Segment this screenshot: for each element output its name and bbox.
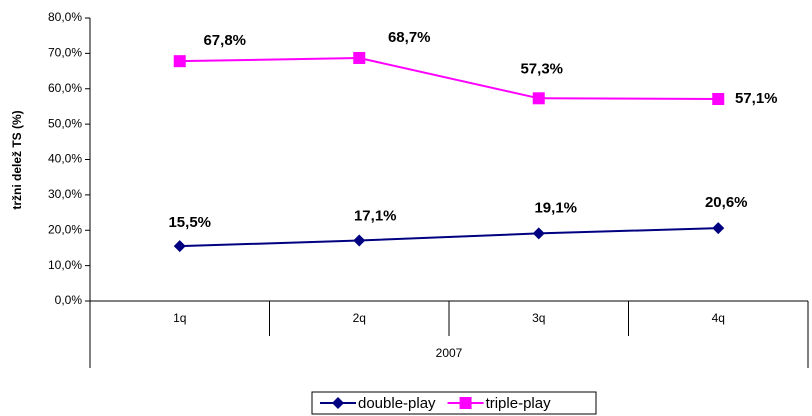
value-label: 68,7%: [388, 29, 431, 46]
marker: [712, 222, 725, 235]
marker: [353, 51, 366, 64]
x-tick-label: 4q: [712, 311, 725, 325]
y-tick-label: 70,0%: [48, 46, 82, 60]
series-line: [179, 227, 719, 248]
value-label: 67,8%: [203, 32, 246, 49]
value-label: 57,3%: [520, 60, 563, 77]
y-tick-label: 10,0%: [48, 258, 82, 272]
x-tick-label: 1q: [173, 311, 186, 325]
marker: [459, 397, 472, 409]
legend-label: triple-play: [486, 395, 552, 412]
marker: [532, 92, 545, 105]
value-label: 57,1%: [735, 90, 778, 107]
value-label: 19,1%: [534, 199, 577, 216]
y-tick-label: 50,0%: [48, 116, 82, 130]
y-tick-label: 0,0%: [55, 293, 83, 307]
value-label: 20,6%: [705, 194, 748, 211]
y-tick-label: 80,0%: [48, 10, 82, 24]
marker: [353, 234, 366, 247]
marker: [332, 397, 344, 409]
marker: [173, 55, 186, 68]
legend-label: double-play: [358, 395, 436, 412]
value-label: 15,5%: [168, 214, 211, 231]
x-tick-label: 3q: [532, 311, 545, 325]
y-tick-label: 40,0%: [48, 152, 82, 166]
marker: [532, 227, 545, 240]
marker: [712, 93, 725, 106]
marker: [173, 240, 186, 253]
y-tick-label: 20,0%: [48, 222, 82, 236]
x-tick-label: 2q: [353, 311, 366, 325]
y-tick-label: 60,0%: [48, 81, 82, 95]
group-label: 2007: [436, 346, 463, 360]
value-label: 17,1%: [354, 207, 397, 224]
y-axis-label: tržni delež TS (%): [10, 110, 24, 209]
y-tick-label: 30,0%: [48, 187, 82, 201]
series-line: [179, 56, 719, 101]
